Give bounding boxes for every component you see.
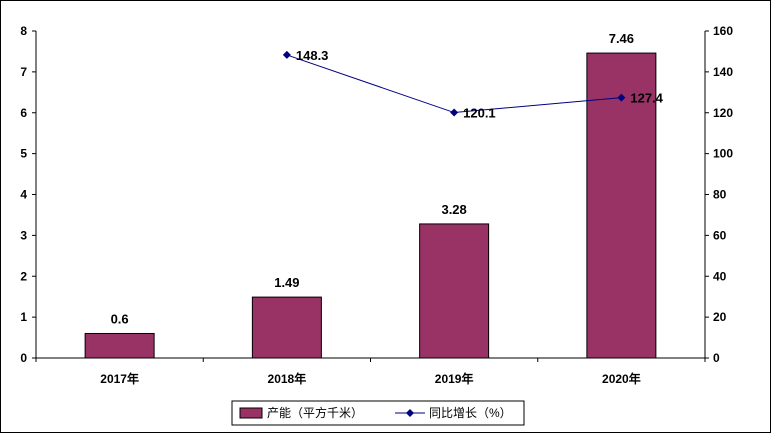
legend: 产能（平方千米） 同比增长（%） xyxy=(231,400,525,426)
y-right-tick-label: 160 xyxy=(713,24,733,38)
legend-bar-swatch xyxy=(239,407,263,419)
bar-data-label: 1.49 xyxy=(274,275,299,290)
x-tick-label: 2017年 xyxy=(100,371,139,386)
y-right-tick-label: 80 xyxy=(713,188,727,202)
y-right-tick-label: 20 xyxy=(713,310,727,324)
y-right-tick-label: 40 xyxy=(713,269,727,283)
y-right-tick-label: 120 xyxy=(713,106,733,120)
line-data-label: 120.1 xyxy=(463,106,496,121)
line-data-label: 148.3 xyxy=(296,48,329,63)
y-left-tick-label: 4 xyxy=(20,188,27,202)
bar-data-label: 3.28 xyxy=(441,202,466,217)
bar-data-label: 0.6 xyxy=(111,311,129,326)
legend-bar-label: 产能（平方千米） xyxy=(267,405,363,420)
line-point xyxy=(617,93,626,102)
y-left-tick-label: 3 xyxy=(20,228,27,242)
y-right-tick-label: 140 xyxy=(713,65,733,79)
y-left-tick-label: 5 xyxy=(20,147,27,161)
bar xyxy=(586,52,657,359)
line-point xyxy=(282,50,291,59)
y-right-tick-label: 60 xyxy=(713,228,727,242)
y-left-tick-label: 2 xyxy=(20,269,27,283)
legend-line-label: 同比增长（%） xyxy=(429,406,512,420)
bar-data-label: 7.46 xyxy=(609,31,634,46)
y-right-tick-label: 100 xyxy=(713,147,733,161)
bar xyxy=(419,223,490,359)
y-left-tick-label: 1 xyxy=(20,310,27,324)
y-left-tick-label: 0 xyxy=(20,351,27,365)
line-point xyxy=(450,108,459,117)
line-data-label: 127.4 xyxy=(630,91,663,106)
bar-series: 0.6 1.49 3.28 7.46 xyxy=(84,31,657,359)
x-tick-label: 2018年 xyxy=(268,371,307,386)
bar xyxy=(84,332,155,359)
y-left-tick-label: 6 xyxy=(20,106,27,120)
line-series: 148.3 120.1 127.4 xyxy=(282,48,664,121)
legend-line-marker xyxy=(406,409,414,417)
x-tick-label: 2019年 xyxy=(435,371,474,386)
y-left-tick-label: 7 xyxy=(20,65,27,79)
bar xyxy=(251,296,322,359)
x-tick-label: 2020年 xyxy=(602,371,641,386)
legend-box xyxy=(231,400,525,426)
y-right-tick-label: 0 xyxy=(713,351,720,365)
series-line xyxy=(286,54,622,114)
y-left-tick-label: 8 xyxy=(20,24,27,38)
